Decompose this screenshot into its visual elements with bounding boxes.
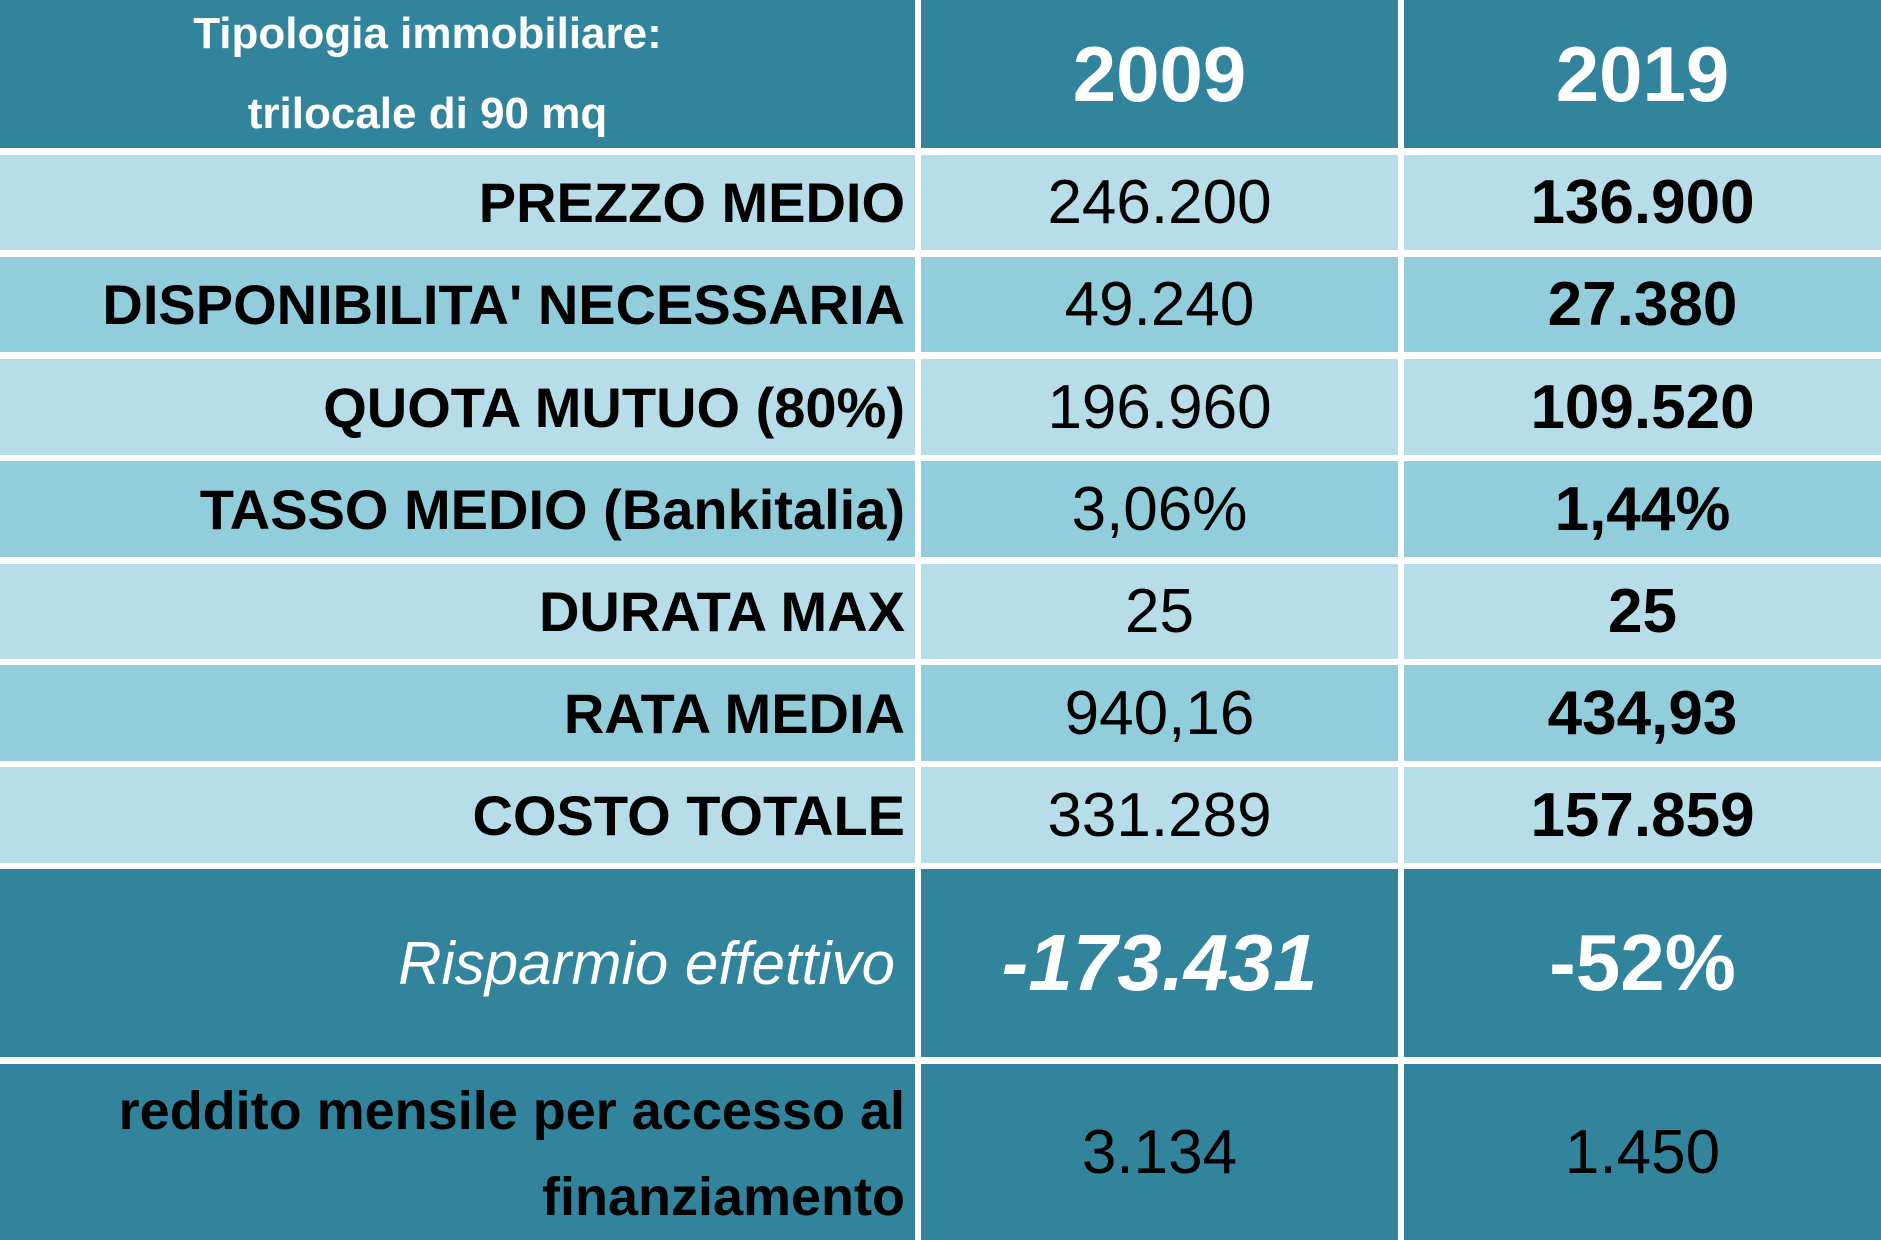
saving-label: Risparmio effettivo xyxy=(0,869,915,1057)
row-value-2009: 331.289 xyxy=(921,767,1398,863)
row-value-2019: 157.859 xyxy=(1404,767,1881,863)
row-value-2019: 27.380 xyxy=(1404,257,1881,352)
header-label-line2: trilocale di 90 mq xyxy=(247,89,608,138)
row-label: DURATA MAX xyxy=(0,564,915,659)
row-label: COSTO TOTALE xyxy=(0,767,915,863)
row-value-2009: 49.240 xyxy=(921,257,1398,352)
income-label-line2: finanziamento xyxy=(541,1167,905,1227)
row-value-2009: 940,16 xyxy=(921,665,1398,761)
income-value-2019: 1.450 xyxy=(1404,1064,1881,1240)
row-value-2009: 196.960 xyxy=(921,359,1398,455)
row-label: TASSO MEDIO (Bankitalia) xyxy=(0,461,915,557)
income-label-line1: reddito mensile per accesso al xyxy=(118,1081,905,1141)
income-label: reddito mensile per accesso al finanziam… xyxy=(0,1064,915,1240)
row-value-2009: 3,06% xyxy=(921,461,1398,557)
row-value-2019: 25 xyxy=(1404,564,1881,659)
row-value-2019: 1,44% xyxy=(1404,461,1881,557)
row-value-2019: 109.520 xyxy=(1404,359,1881,455)
header-label: Tipologia immobiliare: trilocale di 90 m… xyxy=(0,0,915,148)
header-label-line1: Tipologia immobiliare: xyxy=(193,9,662,58)
row-label: RATA MEDIA xyxy=(0,665,915,761)
row-label: DISPONIBILITA' NECESSARIA xyxy=(0,257,915,352)
row-value-2009: 246.200 xyxy=(921,155,1398,250)
saving-value-percent: -52% xyxy=(1404,869,1881,1057)
row-value-2019: 136.900 xyxy=(1404,155,1881,250)
row-label: PREZZO MEDIO xyxy=(0,155,915,250)
header-year-2019: 2019 xyxy=(1404,0,1881,148)
row-label: QUOTA MUTUO (80%) xyxy=(0,359,915,455)
row-value-2009: 25 xyxy=(921,564,1398,659)
saving-value-absolute: -173.431 xyxy=(921,869,1398,1057)
header-year-2009: 2009 xyxy=(921,0,1398,148)
income-value-2009: 3.134 xyxy=(921,1064,1398,1240)
row-value-2019: 434,93 xyxy=(1404,665,1881,761)
